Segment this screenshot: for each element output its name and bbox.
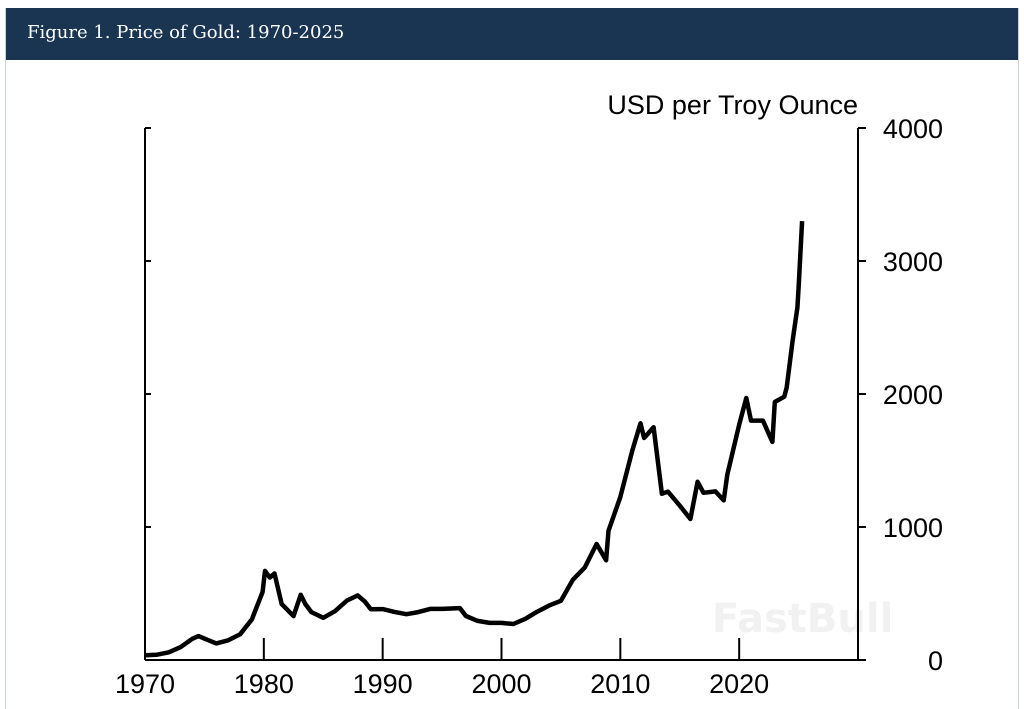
y-tick-label: 2000 xyxy=(883,380,943,410)
y-tick-label: 0 xyxy=(928,646,943,676)
x-tick-label: 1970 xyxy=(115,669,175,699)
y-tick-label: 3000 xyxy=(883,247,943,277)
x-tick-label: 2020 xyxy=(709,669,769,699)
y-axis-label: USD per Troy Ounce xyxy=(607,90,858,120)
fastbull-watermark: FastBull xyxy=(712,596,893,642)
x-tick-label: 2000 xyxy=(471,669,531,699)
x-tick-label: 1980 xyxy=(234,669,294,699)
x-tick-label: 1990 xyxy=(353,669,413,699)
y-tick-label: 1000 xyxy=(883,513,943,543)
series-line xyxy=(145,221,802,655)
x-tick-label: 2010 xyxy=(590,669,650,699)
y-tick-label: 4000 xyxy=(883,114,943,144)
